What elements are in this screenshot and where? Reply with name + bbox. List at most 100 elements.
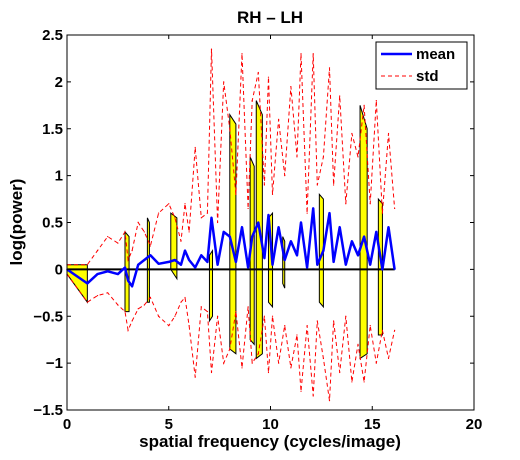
std-upper-point bbox=[107, 235, 109, 238]
mean-point bbox=[174, 259, 176, 261]
mean-point bbox=[247, 266, 249, 269]
std-lower-point bbox=[267, 371, 270, 374]
std-lower-point bbox=[284, 325, 286, 327]
std-upper-point bbox=[206, 212, 209, 214]
std-upper-point bbox=[387, 132, 390, 135]
std-lower-point bbox=[149, 296, 152, 299]
mean-point bbox=[344, 263, 347, 266]
std-upper-point bbox=[351, 132, 353, 135]
mean-point bbox=[300, 221, 302, 224]
mean-point bbox=[351, 240, 353, 243]
mean-point bbox=[235, 261, 237, 263]
std-upper-point bbox=[168, 203, 170, 205]
std-lower-point bbox=[381, 329, 384, 331]
mean-point bbox=[149, 254, 152, 257]
std-upper-point bbox=[131, 250, 133, 252]
mean-point bbox=[277, 226, 280, 228]
mean-point bbox=[338, 226, 341, 228]
std-upper-point bbox=[235, 193, 237, 195]
y-tick-label: 2.5 bbox=[42, 27, 63, 44]
mean-point bbox=[251, 235, 253, 238]
std-upper-point bbox=[394, 207, 396, 210]
mean-point bbox=[241, 226, 243, 228]
std-upper-point bbox=[149, 245, 152, 247]
std-lower-point bbox=[322, 357, 325, 360]
std-lower-point bbox=[328, 400, 331, 402]
std-lower-point bbox=[369, 325, 371, 327]
std-upper-point bbox=[117, 242, 119, 244]
fill-band-3 bbox=[170, 212, 178, 281]
std-upper-point bbox=[312, 53, 314, 55]
mean-point bbox=[184, 249, 186, 252]
std-lower-point bbox=[96, 295, 99, 297]
std-lower-point bbox=[174, 315, 176, 317]
std-lower-point bbox=[251, 362, 253, 364]
mean-point bbox=[363, 235, 365, 238]
std-lower-point bbox=[387, 357, 390, 360]
std-upper-point bbox=[174, 217, 176, 219]
mean-point bbox=[206, 261, 209, 263]
mean-point bbox=[216, 263, 219, 266]
std-upper-point bbox=[316, 184, 318, 186]
std-upper-point bbox=[284, 175, 286, 177]
mean-point bbox=[387, 226, 390, 228]
std-upper-point bbox=[345, 203, 347, 205]
std-upper-point bbox=[300, 53, 302, 55]
std-lower-point bbox=[345, 315, 347, 317]
x-axis-label: spatial frequency (cycles/image) bbox=[139, 432, 401, 451]
std-lower-point bbox=[86, 301, 88, 303]
mean-point bbox=[157, 262, 160, 265]
std-upper-point bbox=[369, 203, 371, 205]
mean-point bbox=[96, 273, 99, 275]
std-lower-point bbox=[194, 376, 196, 378]
mean-point bbox=[375, 231, 378, 233]
std-upper-point bbox=[271, 193, 274, 195]
mean-point bbox=[180, 263, 182, 266]
std-lower-point bbox=[184, 296, 186, 299]
mean-point bbox=[316, 263, 319, 266]
std-lower-point bbox=[351, 381, 353, 383]
x-tick-label: 15 bbox=[364, 416, 381, 433]
std-lower-point bbox=[206, 310, 209, 313]
std-lower-point bbox=[306, 325, 308, 327]
std-upper-point bbox=[290, 85, 292, 88]
std-lower-point bbox=[300, 390, 302, 392]
mean-point bbox=[143, 259, 146, 261]
std-lower-point bbox=[137, 308, 139, 310]
mean-point bbox=[229, 235, 231, 238]
mean-point bbox=[328, 212, 331, 214]
fill-band-10 bbox=[318, 193, 324, 309]
std-lower-point bbox=[200, 306, 202, 308]
std-upper-point bbox=[210, 48, 213, 50]
std-upper-point bbox=[241, 53, 243, 55]
std-lower-point bbox=[216, 315, 219, 317]
fill-band-4 bbox=[208, 248, 214, 323]
mean-point bbox=[306, 266, 308, 269]
mean-point bbox=[222, 231, 225, 233]
legend-std-label: std bbox=[416, 68, 439, 85]
std-lower-point bbox=[247, 306, 249, 308]
std-upper-point bbox=[357, 156, 359, 158]
legend-mean-label: mean bbox=[416, 46, 455, 63]
std-lower-point bbox=[263, 315, 265, 317]
std-lower-point bbox=[339, 371, 341, 374]
mean-point bbox=[124, 266, 126, 269]
mean-point bbox=[200, 254, 203, 257]
std-lower-point bbox=[117, 304, 119, 306]
std-lower-point bbox=[394, 329, 396, 331]
y-axis-label: log(power) bbox=[7, 179, 26, 266]
mean-series bbox=[66, 207, 396, 288]
mean-point bbox=[267, 214, 270, 216]
std-lower-point bbox=[143, 304, 145, 306]
mean-point bbox=[332, 261, 335, 263]
std-lower-point bbox=[271, 315, 274, 317]
fill-band-12 bbox=[377, 197, 383, 336]
std-upper-point bbox=[267, 76, 270, 78]
std-upper-point bbox=[375, 100, 377, 102]
std-upper-point bbox=[278, 118, 280, 120]
std-lower-point bbox=[157, 315, 160, 317]
x-tick-label: 10 bbox=[262, 416, 279, 433]
fill-band-5 bbox=[229, 113, 237, 355]
y-tick-label: 1.5 bbox=[42, 121, 63, 138]
